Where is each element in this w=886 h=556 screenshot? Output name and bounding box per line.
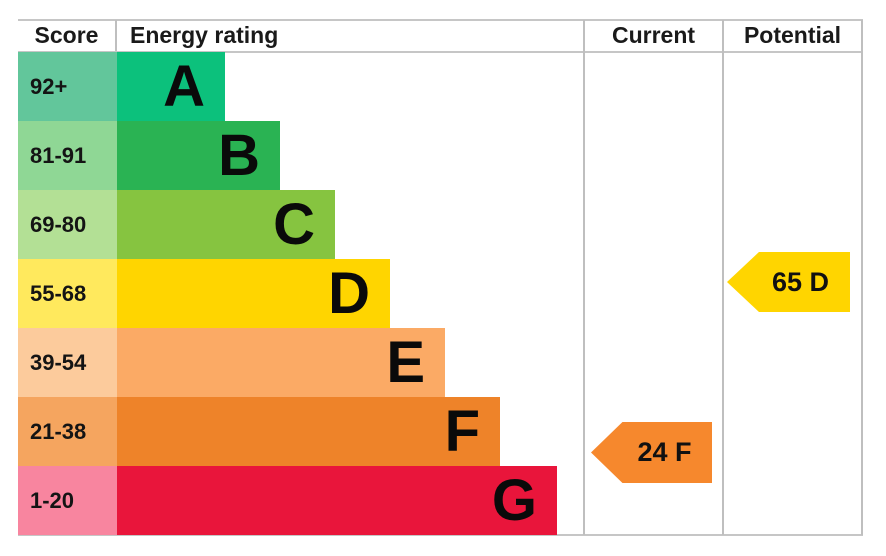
rating-bar-e: E	[117, 328, 445, 397]
score-column-header: Score	[34, 22, 99, 48]
current-rating-arrow: 24 F	[591, 422, 712, 483]
score-range-a: 92+	[18, 52, 117, 121]
rating-bar-f: F	[117, 397, 500, 466]
right-border-line	[861, 20, 863, 535]
top-border-line	[18, 19, 863, 21]
score-range-d: 55-68	[18, 259, 117, 328]
rating-bar-g: G	[117, 466, 557, 535]
score-range-c: 69-80	[18, 190, 117, 259]
score-range-f: 21-38	[18, 397, 117, 466]
potential-column-divider	[722, 20, 724, 535]
rating-bar-d: D	[117, 259, 390, 328]
rating-bar-b: B	[117, 121, 280, 190]
rating-bar-c: C	[117, 190, 335, 259]
current-column-header: Current	[611, 22, 696, 48]
score-range-b: 81-91	[18, 121, 117, 190]
energy-rating-column-header: Energy rating	[130, 22, 279, 48]
potential-rating-arrow: 65 D	[727, 252, 850, 312]
current-column-divider	[583, 20, 585, 535]
bottom-border-line	[18, 534, 863, 536]
score-range-e: 39-54	[18, 328, 117, 397]
rating-bar-a: A	[117, 52, 225, 121]
potential-column-header: Potential	[743, 22, 842, 48]
current-rating-label: 24 F	[637, 437, 692, 467]
score-range-g: 1-20	[18, 466, 117, 535]
score-header-divider	[115, 20, 117, 51]
potential-rating-label: 65 D	[771, 266, 830, 297]
header-bottom-line	[18, 51, 863, 53]
